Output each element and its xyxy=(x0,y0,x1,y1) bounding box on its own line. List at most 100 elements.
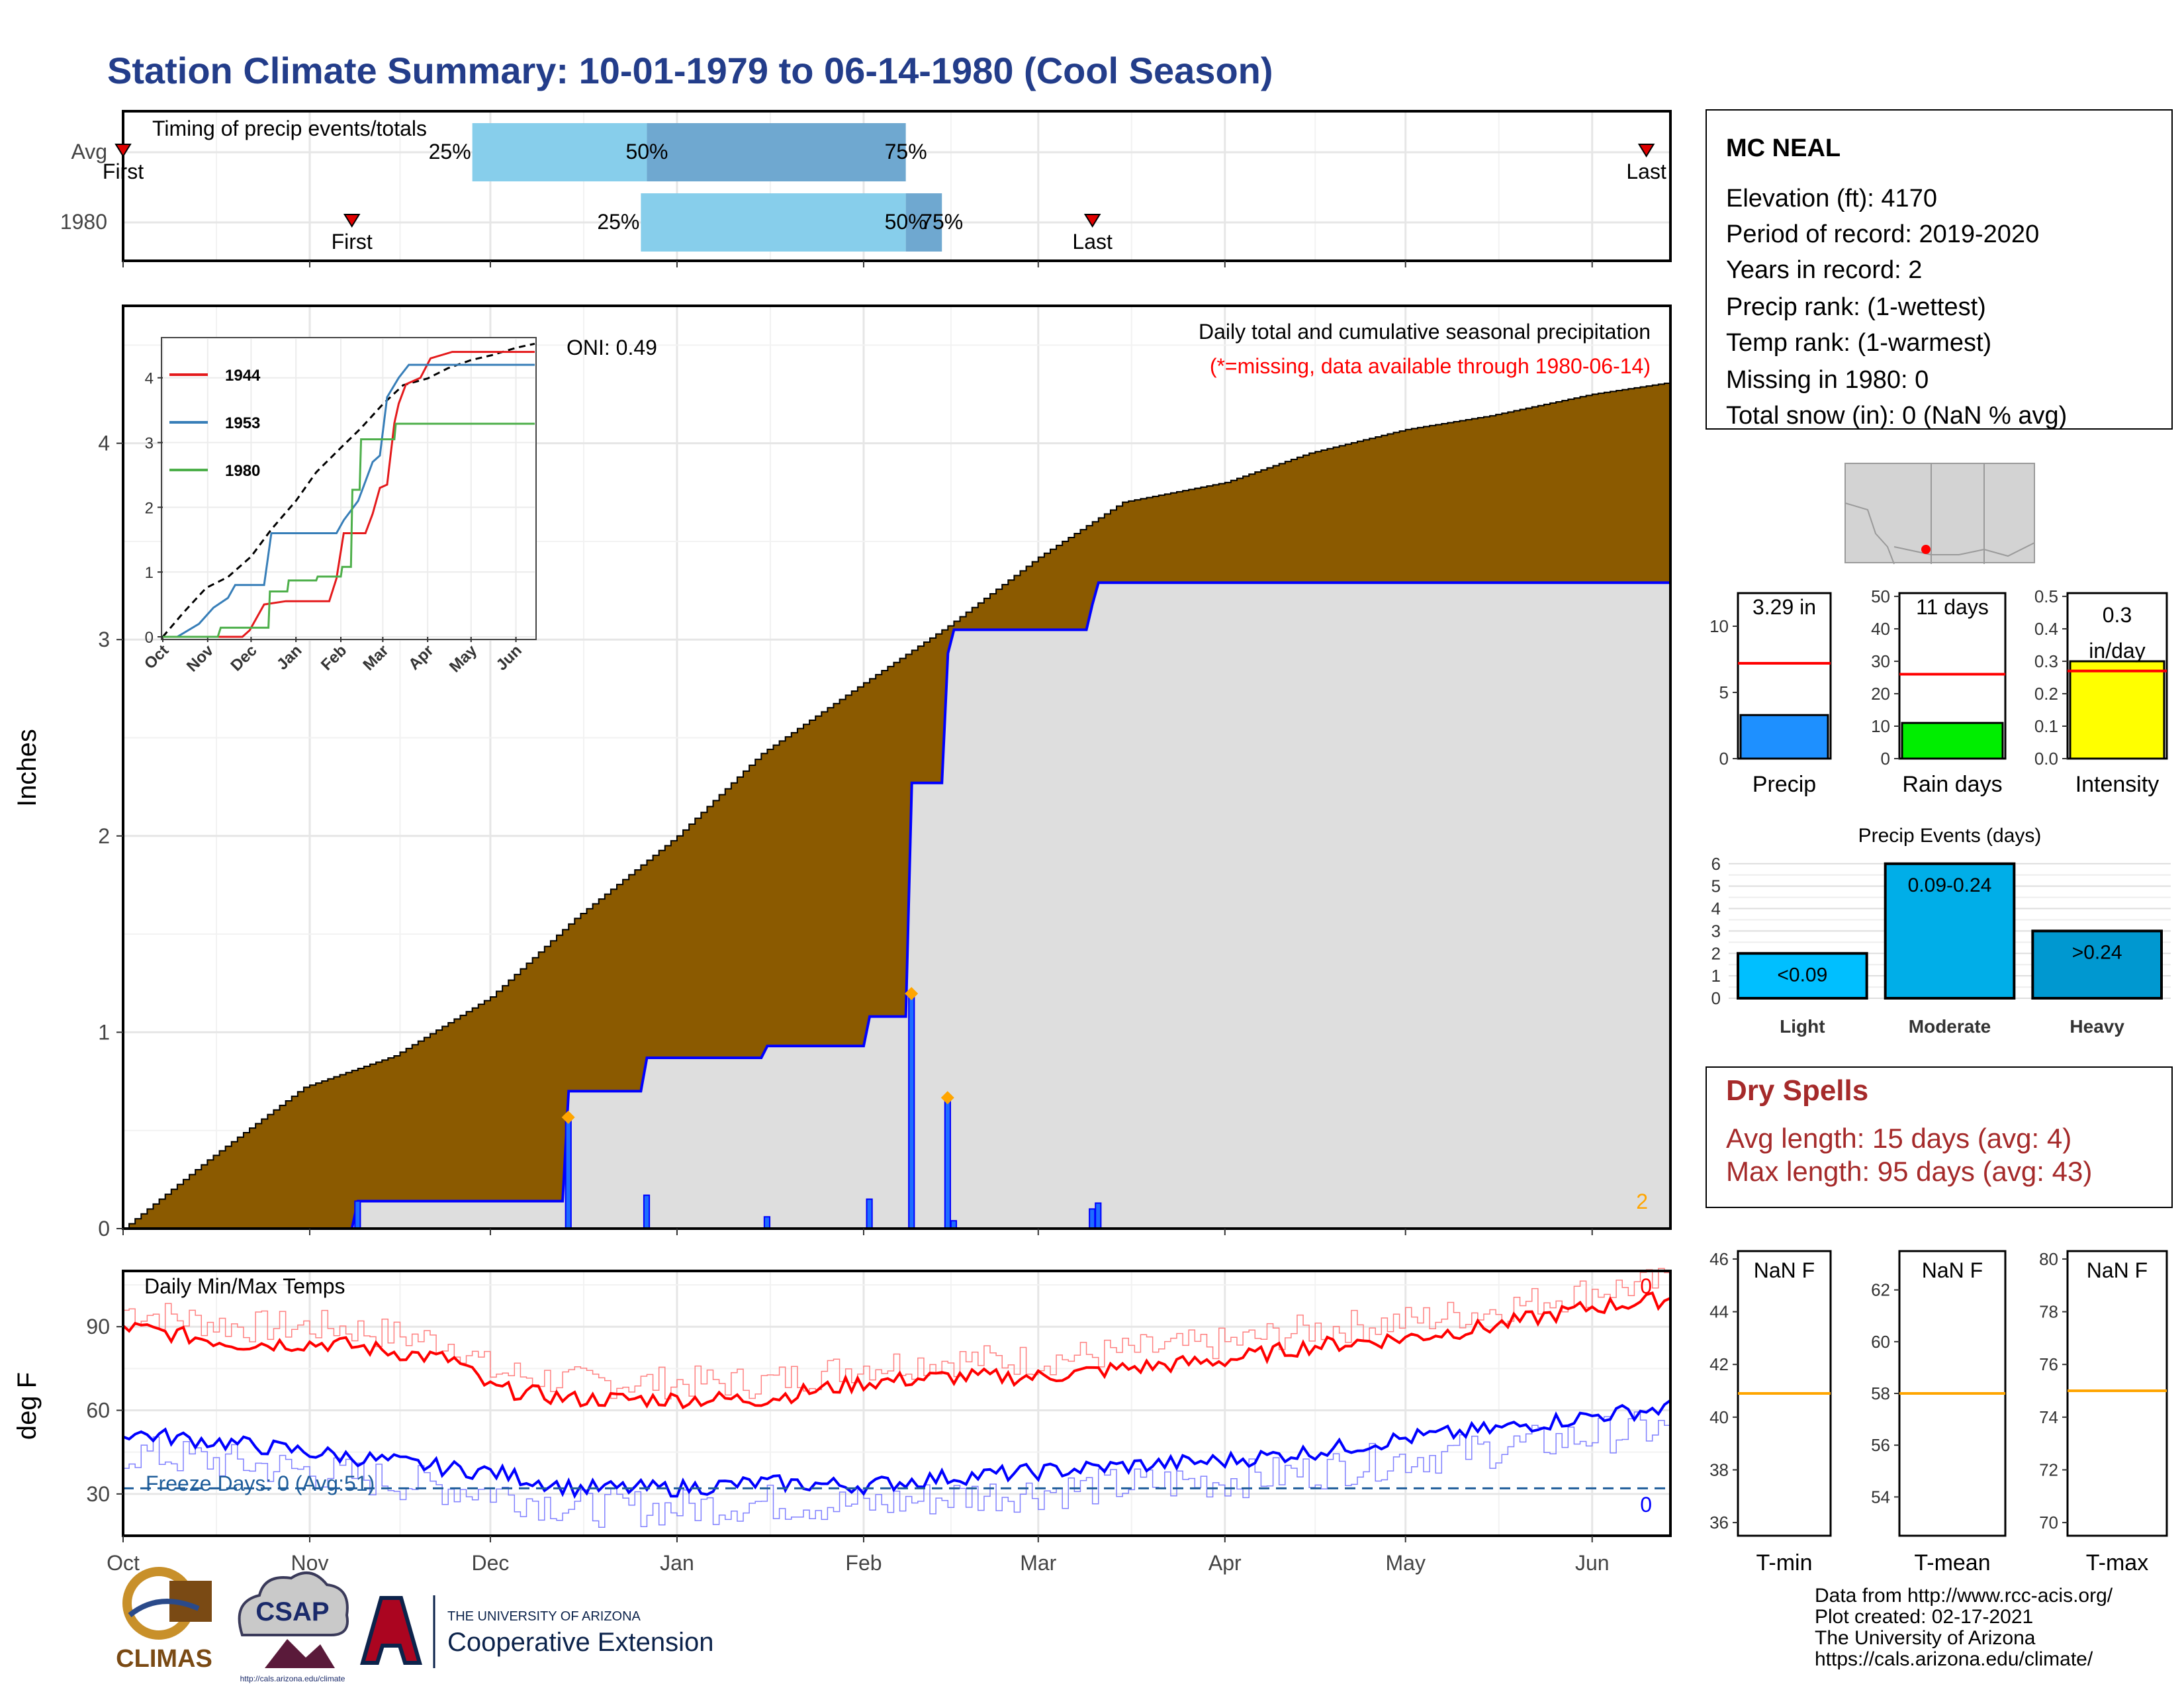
temp-box-tick-label: 56 xyxy=(1871,1435,1890,1455)
mini-bar-tick-label: 40 xyxy=(1871,619,1890,639)
x-month-label: Nov xyxy=(291,1551,329,1575)
mini-bar-tick-label: 0.5 xyxy=(2034,586,2058,606)
freeze-days-label: Freeze Days: 0 (Avg:51) xyxy=(146,1472,375,1495)
inset-y-tick-label: 3 xyxy=(145,435,154,453)
temp-box-tick-label: 74 xyxy=(2039,1407,2058,1427)
mini-bar-value: 11 days xyxy=(1916,595,1989,619)
min-temp-count: 0 xyxy=(1640,1493,1652,1517)
precip-frame xyxy=(122,305,1672,1230)
station-line: Period of record: 2019-2020 xyxy=(1726,220,2039,248)
max-temp-count: 0 xyxy=(1640,1274,1652,1298)
inset-average-line xyxy=(161,342,535,637)
mini-bar-tick-label: 20 xyxy=(1871,684,1890,704)
historic-min-temp-line xyxy=(123,1411,1671,1528)
station-line: Years in record: 2 xyxy=(1726,256,1922,284)
timing-frame xyxy=(122,110,1672,262)
mini-bar-label: Rain days xyxy=(1902,772,2002,797)
temp-box-tick-label: 38 xyxy=(1709,1460,1729,1479)
mini-bar-tick-label: 10 xyxy=(1709,616,1729,636)
temp-box-tick-label: 46 xyxy=(1709,1249,1729,1269)
min-temp-line xyxy=(122,1399,1672,1499)
events-bar-label: 0.09-0.24 xyxy=(1908,874,1992,896)
inset-y-tick-label: 4 xyxy=(145,370,154,388)
y-tick-label: 60 xyxy=(86,1399,110,1423)
temp-box-tick-label: 42 xyxy=(1709,1354,1729,1374)
page-title: Station Climate Summary: 10-01-1979 to 0… xyxy=(107,50,1273,91)
daily-precip-bar xyxy=(866,1198,873,1229)
x-month-label: Apr xyxy=(1208,1551,1242,1575)
timing-bar-q2 xyxy=(647,123,906,181)
y-tick-label: 1 xyxy=(98,1020,110,1044)
temp-box-label: T-min xyxy=(1756,1550,1813,1575)
events-bar xyxy=(1737,952,1868,1000)
temp-panel: 30 60 90 deg F Daily Min/Max Temps Freeze … xyxy=(13,1268,1672,1537)
mini-bar-tick-label: 0.1 xyxy=(2034,716,2058,736)
station-name: MC NEAL xyxy=(1726,134,1841,162)
timing-pct-label: 25% xyxy=(597,210,639,234)
timing-bar-q2 xyxy=(905,193,942,252)
inset-y-tick-label: 0 xyxy=(145,629,154,647)
daily-precip-bar xyxy=(565,1117,572,1229)
temp-box-value: NaN F xyxy=(1922,1258,1983,1282)
precip-corner-count: 2 xyxy=(1636,1190,1648,1213)
mini-bar-tick-label: 5 xyxy=(1719,682,1729,702)
mini-bar-tick-label: 0 xyxy=(1881,749,1890,769)
station-line: Elevation (ft): 4170 xyxy=(1726,185,1937,212)
timing-pct-label: 50% xyxy=(625,140,668,164)
csap-logo: CSAP http://cals.arizona.edu/climate xyxy=(238,1571,349,1683)
max-temp-line xyxy=(122,1291,1671,1409)
inset-legend-label: 1953 xyxy=(225,414,260,432)
temp-box-tick-label: 62 xyxy=(1871,1280,1890,1300)
events-bar-label: >0.24 xyxy=(2072,941,2122,963)
x-month-label: Jan xyxy=(660,1551,694,1575)
observed-cumulative-area xyxy=(123,583,1670,1229)
daily-precip-bar xyxy=(643,1194,651,1230)
climas-logo-text: CLIMAS xyxy=(116,1645,212,1673)
y-tick-label: 4 xyxy=(98,432,110,455)
events-category-label: Light xyxy=(1780,1016,1825,1037)
y-tick-label: 30 xyxy=(86,1482,110,1506)
events-category-label: Moderate xyxy=(1909,1016,1991,1037)
temp-panel-title: Daily Min/Max Temps xyxy=(144,1274,345,1298)
station-location-dot xyxy=(1921,545,1931,554)
timing-label: Timing of precip events/totals xyxy=(152,117,427,140)
x-month-label: Feb xyxy=(845,1551,882,1575)
daily-precip-bar xyxy=(1089,1208,1096,1230)
mini-bar-tick-label: 0 xyxy=(1719,749,1729,769)
inset-series-1944 xyxy=(163,351,535,638)
events-y-tick-label: 2 xyxy=(1711,943,1721,963)
events-bar xyxy=(1884,862,2016,1000)
station-line: Precip rank: (1-wettest) xyxy=(1726,293,1986,321)
temp-y-axis-label: deg F xyxy=(13,1372,42,1440)
mini-bar-tick-label: 30 xyxy=(1871,651,1890,671)
mini-bar-tick-label: 0.0 xyxy=(2034,749,2058,769)
large-event-marker-icon xyxy=(940,1091,954,1105)
events-y-tick-label: 4 xyxy=(1711,899,1721,919)
precip-y-axis-label: Inches xyxy=(13,729,42,807)
precip-panel: 0 1 2 3 4 Inches Daily total and cumulative … xyxy=(13,305,1672,1241)
footer-line: Data from http://www.rcc-acis.org/ xyxy=(1815,1585,2113,1607)
ua-line2: Cooperative Extension xyxy=(447,1628,713,1657)
timing-marker-icon xyxy=(114,144,132,158)
timing-row-1980-label: 1980 xyxy=(60,210,107,234)
station-line: Temp rank: (1-warmest) xyxy=(1726,329,1991,357)
observed-cumulative-line xyxy=(123,581,1670,1230)
footer-credits: Data from http://www.rcc-acis.org/ Plot … xyxy=(1815,1585,2113,1670)
temp-box-value: NaN F xyxy=(1754,1258,1815,1282)
events-y-tick-label: 1 xyxy=(1711,966,1721,986)
timing-marker-icon xyxy=(343,214,361,228)
x-month-label: Mar xyxy=(1020,1551,1056,1575)
x-month-label: Jun xyxy=(1575,1551,1610,1575)
mini-bar-value: 3.29 in xyxy=(1752,595,1816,619)
footer-line: Plot created: 02-17-2021 xyxy=(1815,1606,2033,1628)
mini-bar-value: in/day xyxy=(2089,639,2145,663)
temp-frame xyxy=(122,1270,1672,1537)
temp-box-tick-label: 36 xyxy=(1709,1513,1729,1532)
y-tick-label: 2 xyxy=(98,824,110,848)
temp-box-label: T-mean xyxy=(1914,1550,1990,1575)
large-event-marker-icon xyxy=(561,1110,575,1124)
daily-precip-bar xyxy=(354,1200,361,1229)
daily-precip-bar xyxy=(763,1216,771,1229)
climas-logo: CLIMAS xyxy=(116,1567,212,1673)
